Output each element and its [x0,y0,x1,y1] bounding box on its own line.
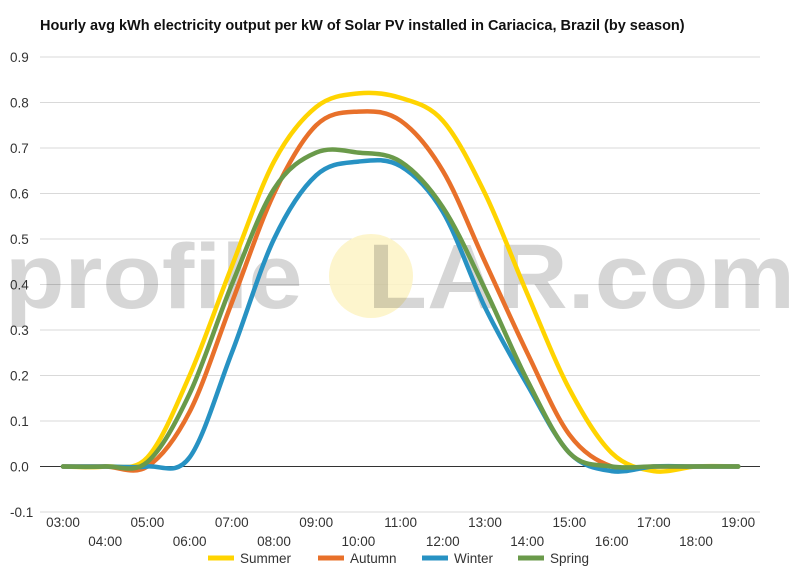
x-tick-label: 13:00 [468,515,502,530]
x-tick-label: 06:00 [173,534,207,549]
x-tick-label: 18:00 [679,534,713,549]
series-line-winter [60,157,741,474]
watermark-text: profile SLAR.com [5,226,795,328]
watermark-sun-icon [329,234,413,318]
legend-label: Autumn [350,551,397,566]
x-tick-label: 19:00 [721,515,755,530]
y-tick-label: 0.8 [10,96,29,111]
series-line-spring [60,147,741,471]
legend-item-summer: Summer [208,551,292,566]
y-tick-label: 0.5 [10,232,29,247]
y-tick-label: 0.2 [10,369,29,384]
y-tick-label: 0.3 [10,323,29,338]
legend: Summer Autumn Winter Spring [208,551,589,566]
y-tick-label: 0.9 [10,50,29,65]
x-tick-label: 09:00 [299,515,333,530]
axes: 0.9 0.8 0.7 0.6 0.5 0.4 0.3 0.2 0.1 0.0 -0.1 03:00 0… [10,50,760,549]
series-line-summer [60,90,741,474]
series-lines [60,90,741,474]
watermark: profile SLAR.com [5,226,795,328]
x-tick-label: 05:00 [131,515,165,530]
x-tick-label: 17:00 [637,515,671,530]
y-tick-label: 0.1 [10,414,29,429]
grid [40,56,760,513]
legend-label: Winter [454,551,494,566]
x-tick-label: 12:00 [426,534,460,549]
legend-label: Spring [550,551,589,566]
x-tick-label: 04:00 [88,534,122,549]
legend-item-winter: Winter [422,551,494,566]
legend-label: Summer [240,551,292,566]
x-tick-label: 10:00 [342,534,376,549]
y-tick-label: -0.1 [10,505,33,520]
legend-item-spring: Spring [518,551,589,566]
x-tick-label: 11:00 [384,515,417,530]
x-tick-label: 03:00 [46,515,80,530]
x-tick-label: 08:00 [257,534,291,549]
legend-item-autumn: Autumn [318,551,397,566]
x-tick-label: 15:00 [553,515,587,530]
x-tick-label: 07:00 [215,515,249,530]
chart-title: Hourly avg kWh electricity output per kW… [40,18,685,34]
y-tick-label: 0.0 [10,460,29,475]
x-tick-label: 14:00 [510,534,544,549]
y-tick-label: 0.4 [10,278,29,293]
x-tick-label: 16:00 [595,534,629,549]
y-tick-label: 0.7 [10,141,29,156]
y-tick-label: 0.6 [10,187,29,202]
